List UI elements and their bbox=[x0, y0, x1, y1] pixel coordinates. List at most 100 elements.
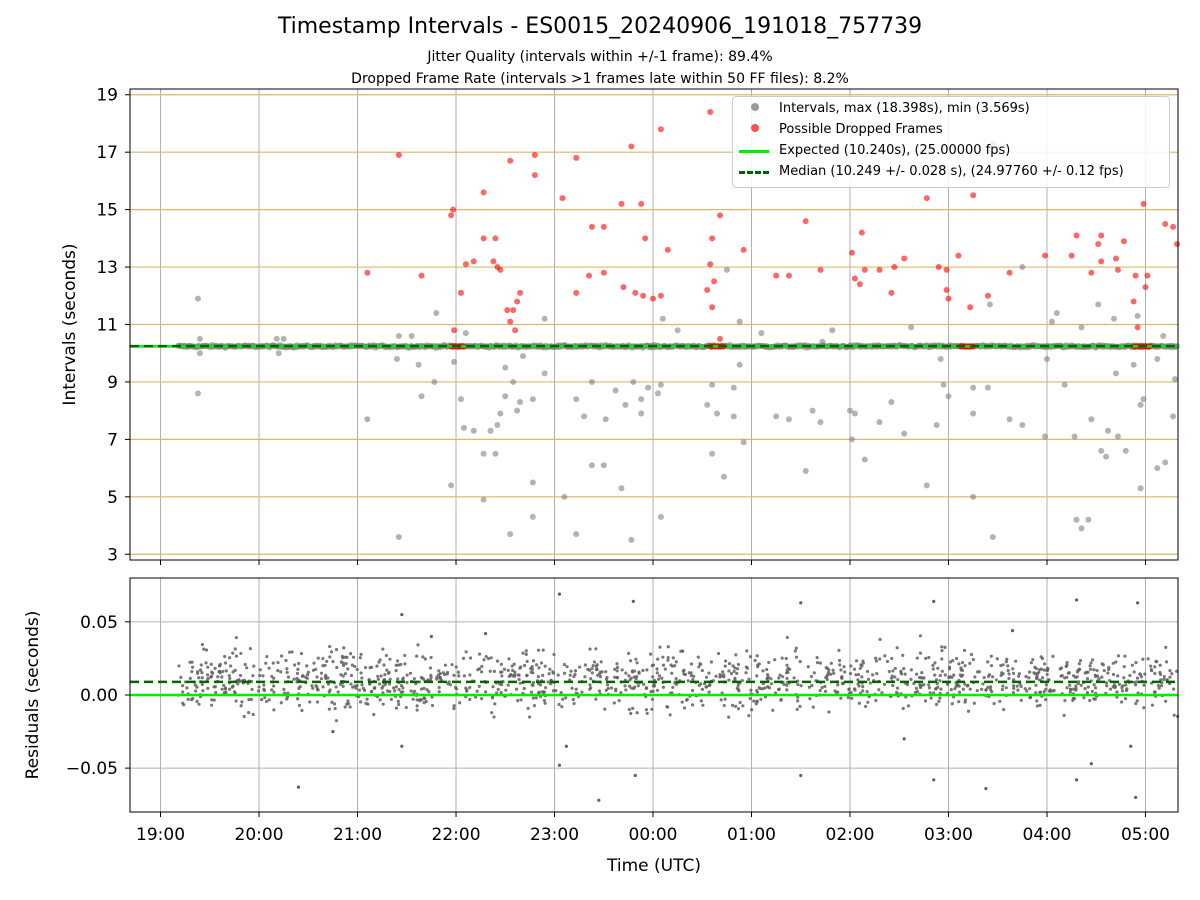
x-tick-label: 21:00 bbox=[333, 825, 382, 845]
residual-point bbox=[931, 667, 935, 671]
residual-point bbox=[209, 703, 214, 707]
residual-point bbox=[1035, 674, 1039, 678]
residual-point bbox=[411, 697, 415, 701]
residual-point bbox=[645, 668, 649, 672]
residual-point bbox=[297, 661, 301, 666]
residual-point bbox=[296, 785, 301, 789]
residual-point bbox=[849, 690, 853, 694]
residual-point bbox=[430, 695, 434, 699]
residual-point bbox=[992, 701, 996, 706]
interval-point bbox=[541, 315, 548, 322]
residual-point bbox=[655, 667, 659, 671]
residual-point bbox=[506, 668, 510, 672]
residual-point bbox=[513, 670, 517, 674]
residual-point bbox=[403, 662, 407, 666]
legend-item-median: Median (10.249 +/- 0.028 s), (24.97760 +… bbox=[733, 163, 1169, 183]
y-tick-label: 7 bbox=[107, 430, 118, 450]
residual-point bbox=[798, 660, 802, 664]
interval-point bbox=[408, 332, 415, 339]
residual-point bbox=[344, 661, 348, 666]
residual-point bbox=[629, 711, 633, 716]
interval-point bbox=[730, 413, 737, 420]
residual-point bbox=[798, 704, 802, 709]
residual-point bbox=[355, 667, 359, 672]
y-tick-label: 19 bbox=[96, 86, 118, 106]
dropped-point bbox=[1073, 232, 1080, 239]
residual-point bbox=[812, 671, 816, 675]
interval-point bbox=[393, 355, 400, 362]
residual-point bbox=[1074, 778, 1079, 782]
residual-point bbox=[1027, 676, 1031, 680]
interval-point bbox=[612, 387, 619, 394]
residual-point bbox=[987, 673, 992, 677]
residual-point bbox=[690, 688, 695, 693]
residual-point bbox=[557, 702, 561, 707]
residual-point bbox=[1162, 674, 1166, 679]
residual-point bbox=[415, 698, 419, 702]
residual-point bbox=[381, 647, 385, 651]
x-tick-label: 04:00 bbox=[1023, 825, 1072, 845]
residual-point bbox=[389, 697, 393, 701]
residual-point bbox=[284, 658, 288, 663]
residual-point bbox=[363, 665, 368, 670]
residual-point bbox=[243, 662, 247, 667]
residual-point bbox=[984, 787, 988, 791]
residual-point bbox=[755, 654, 759, 658]
residual-point bbox=[334, 648, 339, 652]
residual-point bbox=[321, 656, 325, 661]
residual-point bbox=[1138, 672, 1142, 677]
residual-point bbox=[493, 702, 497, 706]
residual-point bbox=[300, 708, 304, 713]
residual-point bbox=[209, 674, 214, 679]
residual-point bbox=[1078, 658, 1083, 663]
residual-point bbox=[1092, 668, 1096, 672]
interval-point bbox=[497, 410, 504, 417]
residual-point bbox=[279, 701, 283, 705]
residual-point bbox=[442, 672, 447, 677]
residual-point bbox=[661, 663, 666, 667]
residual-point bbox=[674, 676, 678, 681]
residual-point bbox=[750, 708, 754, 712]
residual-point bbox=[580, 690, 584, 694]
residual-point bbox=[929, 696, 933, 700]
residual-point bbox=[682, 668, 686, 672]
residual-point bbox=[213, 685, 217, 689]
residual-point bbox=[666, 645, 670, 649]
residual-point bbox=[957, 690, 962, 694]
residual-point bbox=[732, 669, 736, 674]
residual-point bbox=[421, 677, 425, 681]
residual-point bbox=[588, 647, 592, 651]
dropped-point bbox=[1042, 252, 1049, 259]
residual-point bbox=[1065, 675, 1069, 679]
residual-point bbox=[634, 657, 638, 661]
residual-point bbox=[1044, 687, 1048, 691]
residual-point bbox=[1072, 696, 1077, 701]
residual-point bbox=[521, 651, 525, 655]
residual-point bbox=[1111, 685, 1115, 689]
interval-point bbox=[1162, 459, 1169, 466]
residual-point bbox=[642, 682, 646, 686]
interval-point bbox=[451, 358, 458, 365]
residual-point bbox=[765, 676, 769, 680]
residual-point bbox=[1067, 671, 1071, 675]
residual-point bbox=[826, 670, 831, 675]
residual-point bbox=[248, 646, 252, 651]
residual-point bbox=[551, 670, 555, 674]
residual-point bbox=[986, 685, 990, 690]
residual-point bbox=[532, 704, 537, 708]
residual-point bbox=[989, 654, 993, 658]
residual-point bbox=[245, 666, 249, 670]
interval-point bbox=[908, 324, 915, 331]
residual-point bbox=[723, 664, 727, 668]
dropped-point bbox=[480, 189, 487, 196]
residual-point bbox=[966, 683, 970, 688]
residual-point bbox=[368, 666, 372, 670]
residual-point bbox=[252, 664, 256, 668]
residual-point bbox=[1024, 674, 1028, 679]
residual-point bbox=[807, 685, 812, 689]
legend-item-dropped: Possible Dropped Frames bbox=[733, 121, 1169, 141]
residual-point bbox=[564, 744, 568, 748]
residual-point bbox=[475, 689, 479, 693]
residual-point bbox=[591, 664, 595, 668]
residual-point bbox=[321, 664, 325, 668]
